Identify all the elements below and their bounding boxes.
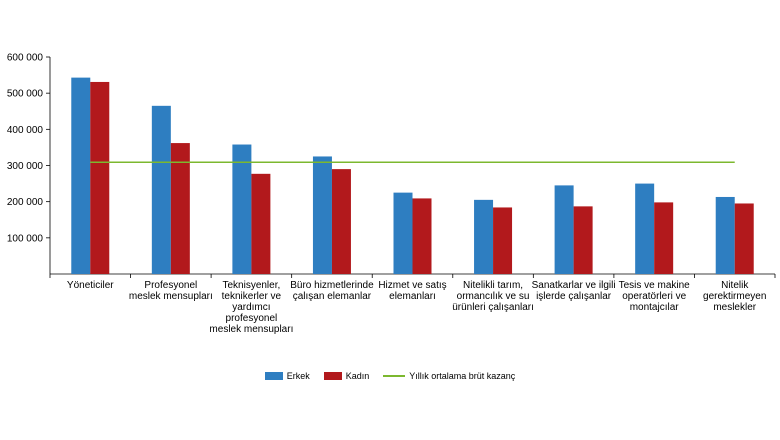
bar-erkek — [715, 196, 735, 274]
category-label: Profesyonel meslek mensupları — [129, 280, 213, 302]
category-label: Sanatkarlar ve ilgili işlerde çalışanlar — [532, 280, 616, 302]
y-tick-label: 200 000 — [7, 197, 44, 208]
bar-erkek — [151, 105, 171, 274]
bar-erkek — [393, 192, 413, 274]
legend-item-average: Yıllık ortalama brüt kazanç — [383, 371, 515, 381]
bar-erkek — [635, 183, 655, 274]
bar-kadin — [90, 81, 110, 274]
category-label: Hizmet ve satış elemanları — [378, 280, 446, 302]
y-tick-label: 400 000 — [7, 125, 44, 136]
bar-kadin — [573, 206, 593, 274]
legend: Erkek Kadın Yıllık ortalama brüt kazanç — [0, 368, 780, 384]
legend-swatch-average — [383, 375, 406, 377]
y-tick-label: 300 000 — [7, 161, 44, 172]
bar-kadin — [251, 173, 271, 274]
y-tick-label: 100 000 — [7, 233, 44, 244]
bar-kadin — [654, 202, 674, 274]
legend-swatch-kadin — [323, 372, 342, 380]
category-label: Nitelik gerektirmeyen meslekler — [703, 280, 766, 313]
y-tick-label: 600 000 — [7, 53, 44, 64]
bar-kadin — [331, 169, 351, 274]
bar-erkek — [312, 156, 332, 274]
category-label: Tesis ve makine operatörleri ve montajcıla… — [619, 280, 691, 313]
bar-kadin — [170, 143, 190, 274]
category-label: Nitelikli tarım, ormancılık ve su ürünleri… — [452, 280, 534, 313]
bar-kadin — [734, 203, 754, 274]
legend-label-average: Yıllık ortalama brüt kazanç — [409, 371, 516, 381]
bar-erkek — [554, 185, 574, 274]
category-label: Yöneticiler — [67, 280, 114, 291]
category-label: Teknisyenler, teknikerler ve yardımcı profe… — [209, 280, 293, 335]
bar-kadin — [412, 198, 432, 274]
bar-erkek — [474, 199, 494, 274]
bar-kadin — [493, 207, 513, 274]
legend-item-erkek: Erkek — [264, 371, 310, 381]
legend-label-erkek: Erkek — [286, 371, 310, 381]
legend-swatch-erkek — [264, 372, 283, 380]
y-tick-label: 500 000 — [7, 89, 44, 100]
category-label: Büro hizmetlerinde çalışan elemanlar — [290, 280, 374, 302]
legend-item-kadin: Kadın — [323, 371, 370, 381]
legend-label-kadin: Kadın — [345, 371, 370, 381]
bar-erkek — [71, 77, 91, 275]
bar-erkek — [232, 144, 252, 274]
